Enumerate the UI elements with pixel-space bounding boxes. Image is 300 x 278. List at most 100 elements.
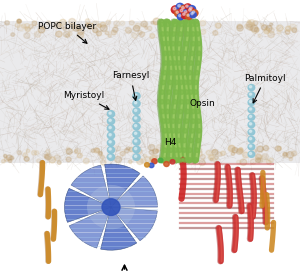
Circle shape (100, 160, 106, 165)
Wedge shape (111, 207, 157, 241)
Circle shape (249, 86, 252, 88)
Circle shape (177, 151, 180, 153)
Circle shape (120, 151, 125, 156)
Circle shape (96, 31, 102, 36)
Circle shape (212, 150, 216, 153)
Circle shape (129, 147, 134, 152)
Circle shape (63, 27, 67, 30)
Circle shape (176, 158, 179, 160)
Circle shape (77, 153, 83, 158)
Circle shape (180, 5, 188, 13)
Circle shape (154, 22, 157, 25)
Circle shape (185, 22, 190, 26)
Circle shape (115, 146, 121, 151)
Circle shape (137, 149, 142, 153)
Circle shape (133, 154, 140, 160)
Circle shape (176, 41, 181, 46)
Circle shape (189, 7, 192, 9)
Circle shape (249, 20, 254, 25)
Circle shape (179, 100, 184, 104)
Circle shape (228, 145, 235, 152)
Circle shape (185, 109, 190, 114)
Circle shape (153, 18, 160, 24)
Circle shape (179, 20, 185, 26)
Circle shape (277, 25, 283, 31)
Circle shape (172, 22, 177, 26)
Circle shape (190, 22, 195, 26)
Circle shape (141, 159, 146, 164)
Circle shape (95, 148, 100, 152)
Circle shape (191, 13, 193, 15)
Circle shape (239, 148, 242, 151)
Circle shape (249, 145, 252, 147)
Circle shape (132, 33, 137, 38)
Circle shape (44, 154, 48, 158)
Circle shape (192, 30, 199, 36)
Circle shape (76, 25, 82, 31)
Circle shape (87, 23, 94, 29)
Circle shape (248, 136, 255, 143)
Circle shape (193, 158, 198, 162)
Circle shape (193, 90, 198, 94)
Circle shape (149, 150, 154, 155)
Circle shape (188, 148, 192, 152)
Circle shape (208, 155, 214, 160)
Circle shape (177, 71, 182, 75)
Circle shape (32, 150, 36, 155)
Circle shape (145, 163, 149, 167)
Circle shape (243, 152, 249, 158)
Circle shape (214, 159, 217, 162)
Circle shape (69, 18, 76, 25)
Circle shape (4, 154, 7, 158)
Circle shape (248, 114, 255, 120)
Circle shape (182, 148, 186, 152)
Circle shape (184, 119, 189, 123)
Circle shape (70, 23, 74, 27)
Circle shape (54, 22, 61, 28)
Circle shape (60, 19, 66, 25)
Circle shape (178, 32, 183, 36)
Circle shape (109, 119, 111, 121)
Circle shape (158, 158, 163, 163)
Circle shape (134, 140, 137, 142)
Circle shape (191, 32, 196, 36)
Circle shape (165, 109, 170, 114)
Circle shape (253, 21, 258, 25)
Circle shape (277, 31, 281, 34)
Circle shape (212, 150, 218, 155)
Circle shape (178, 80, 183, 85)
Circle shape (182, 138, 187, 143)
Circle shape (248, 107, 255, 113)
Circle shape (173, 7, 176, 10)
Circle shape (264, 29, 269, 34)
Circle shape (28, 24, 33, 29)
Circle shape (26, 149, 30, 153)
Circle shape (200, 21, 206, 26)
Circle shape (17, 25, 24, 31)
Circle shape (57, 23, 61, 27)
Circle shape (171, 51, 176, 56)
Circle shape (171, 109, 176, 114)
Circle shape (165, 41, 170, 46)
Circle shape (163, 61, 168, 65)
Circle shape (42, 26, 46, 29)
Circle shape (190, 109, 195, 114)
Circle shape (133, 123, 140, 130)
Circle shape (107, 139, 115, 146)
Circle shape (167, 90, 171, 94)
Circle shape (176, 3, 184, 11)
Circle shape (107, 125, 115, 132)
Circle shape (194, 24, 198, 28)
Circle shape (285, 30, 290, 34)
Circle shape (160, 109, 165, 114)
Circle shape (74, 150, 78, 153)
Wedge shape (101, 207, 137, 250)
Circle shape (286, 152, 294, 158)
Circle shape (109, 148, 111, 150)
Circle shape (148, 145, 155, 150)
Circle shape (179, 90, 184, 94)
Circle shape (134, 117, 137, 119)
Circle shape (183, 13, 185, 15)
Circle shape (107, 118, 115, 125)
Circle shape (183, 80, 188, 85)
